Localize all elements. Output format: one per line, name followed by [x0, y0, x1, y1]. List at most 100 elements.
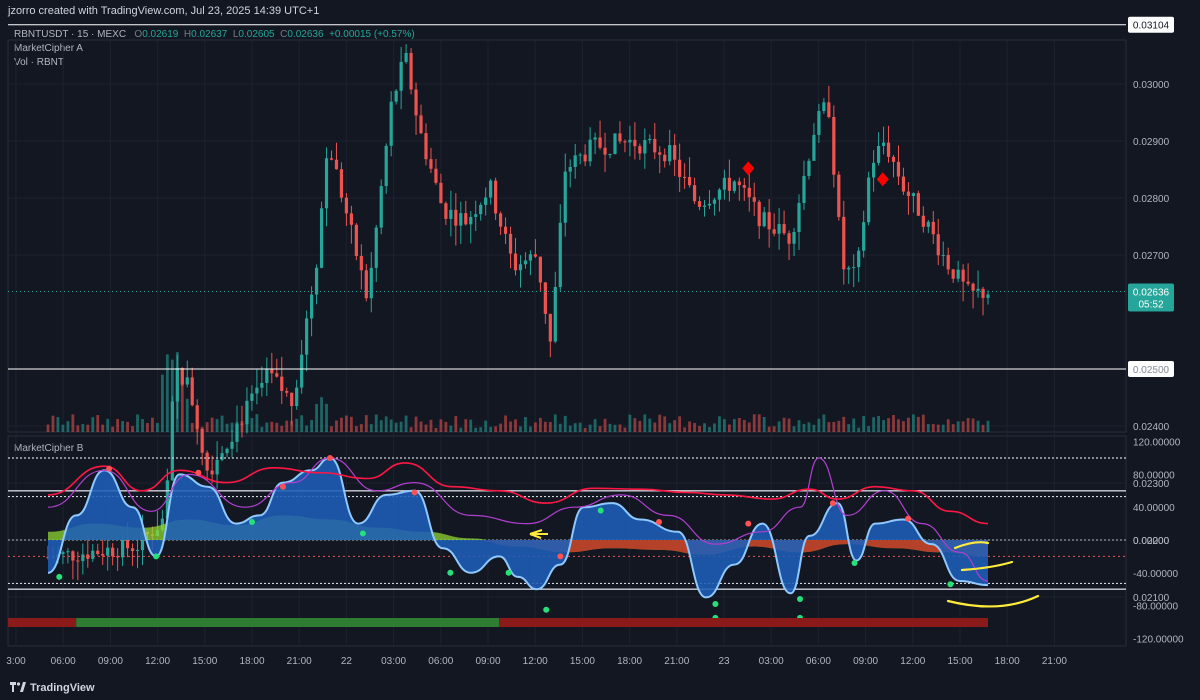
volume-bar: [852, 418, 856, 432]
volume-bar: [156, 422, 159, 432]
candle-body: [951, 269, 955, 279]
candle-body: [503, 226, 508, 234]
candle-body: [160, 518, 164, 531]
candle-body: [61, 552, 65, 555]
volume-bar: [205, 422, 209, 432]
candle-body: [190, 377, 194, 406]
volume-bar: [827, 422, 831, 432]
volume-bar: [563, 415, 567, 432]
indicator-a-label[interactable]: MarketCipher A: [14, 43, 83, 54]
volume-bar: [180, 369, 184, 432]
price-tick-label: 0.02400: [1133, 422, 1170, 433]
candle-body: [275, 373, 279, 377]
candle-body: [762, 212, 766, 227]
price-axis[interactable]: 0.03000 0.02900 0.02800 0.02700 0.02500 0.024…: [1133, 80, 1184, 645]
buy-dot: [712, 600, 719, 607]
candle-body: [409, 52, 413, 90]
candle-body: [578, 154, 582, 156]
time-tick-label: 21:00: [1042, 656, 1067, 667]
candle-body: [976, 288, 980, 291]
osc-tick-label: 0.00000: [1133, 536, 1170, 547]
volume-bar: [315, 403, 318, 432]
candle-body: [648, 138, 652, 141]
osc-tick-label: -40.00000: [1133, 569, 1178, 580]
candle-body: [553, 287, 557, 342]
candle-body: [538, 256, 542, 283]
annotation-stroke: [946, 594, 1040, 608]
volume-bar: [807, 422, 811, 432]
volume-bar: [762, 416, 766, 432]
candle-body: [389, 101, 393, 146]
price-tick-label: 0.02200: [1133, 536, 1170, 547]
candle-body: [891, 156, 896, 162]
candle-body: [339, 169, 344, 198]
time-tick-label: 09:00: [853, 656, 878, 667]
sell-dot: [327, 455, 333, 461]
volume-bar: [379, 420, 383, 432]
volume-bar: [638, 420, 642, 432]
candle-body: [185, 377, 189, 385]
volume-bar: [86, 424, 90, 432]
candle-body: [568, 166, 572, 172]
volume-bar: [951, 424, 955, 432]
candle-body: [802, 175, 806, 203]
volume-bar: [81, 424, 85, 432]
volume-bar: [578, 422, 582, 432]
volume-bar: [573, 423, 577, 432]
indicator-vol-label[interactable]: Vol · RBNT: [14, 57, 65, 68]
volume-bar: [280, 425, 284, 432]
volume-bar: [757, 414, 761, 432]
volume-bar: [340, 417, 343, 432]
candle-body: [678, 159, 682, 177]
candle-body: [668, 145, 672, 162]
volume-bar: [141, 419, 144, 432]
volume-bar: [320, 397, 323, 432]
volume-bar: [96, 415, 100, 432]
volume-bar: [603, 418, 607, 432]
time-axis[interactable]: 3:00 06:00 09:00 12:00 15:00 18:00 21:00 22 03:0…: [6, 656, 1067, 667]
candle-body: [135, 550, 140, 552]
price-tick-label: 0.02800: [1133, 194, 1170, 205]
candle-body: [280, 376, 284, 391]
time-tick-label: 06:00: [806, 656, 831, 667]
stoch-rsi-line: [47, 457, 989, 582]
volume-bar: [384, 416, 388, 432]
trend-bar-segment: [8, 618, 77, 627]
candle-body: [459, 213, 463, 226]
volume-bar: [131, 426, 134, 432]
volume-bar: [668, 423, 672, 432]
candle-body: [140, 531, 145, 551]
volume-bar: [185, 398, 189, 432]
candle-body: [916, 193, 920, 216]
volume-bar: [737, 418, 741, 432]
volume-bar: [51, 415, 55, 432]
candle-body: [563, 171, 567, 223]
time-tick-label: 09:00: [475, 656, 500, 667]
indicator-b-label[interactable]: MarketCipher B: [14, 443, 84, 454]
candle-body: [91, 550, 95, 559]
volume-bar: [364, 415, 368, 432]
osc-tick-label: 120.00000: [1133, 438, 1181, 449]
time-tick-label: 15:00: [947, 656, 972, 667]
volume-bar: [832, 421, 836, 432]
time-tick-label: 12:00: [145, 656, 170, 667]
candle-body: [767, 212, 771, 230]
volume-bar: [673, 420, 677, 432]
candle-body: [787, 233, 791, 244]
candle-body: [941, 255, 945, 257]
tradingview-icon: [10, 682, 26, 692]
volume-bar: [66, 421, 70, 432]
volume-bar: [325, 403, 328, 432]
volume-bar: [926, 423, 930, 432]
volume-bar: [613, 424, 617, 432]
annotation-stroke: [953, 541, 990, 550]
high-value: 0.02637: [191, 29, 228, 40]
volume-bar: [106, 418, 110, 432]
tradingview-logo[interactable]: TradingView: [10, 682, 95, 694]
symbol-label[interactable]: RBNTUSDT · 15 · MEXC: [14, 29, 127, 40]
candle-body: [255, 387, 259, 394]
price-tick-label: 0.02500: [1133, 365, 1170, 376]
volume-bar: [897, 419, 900, 432]
